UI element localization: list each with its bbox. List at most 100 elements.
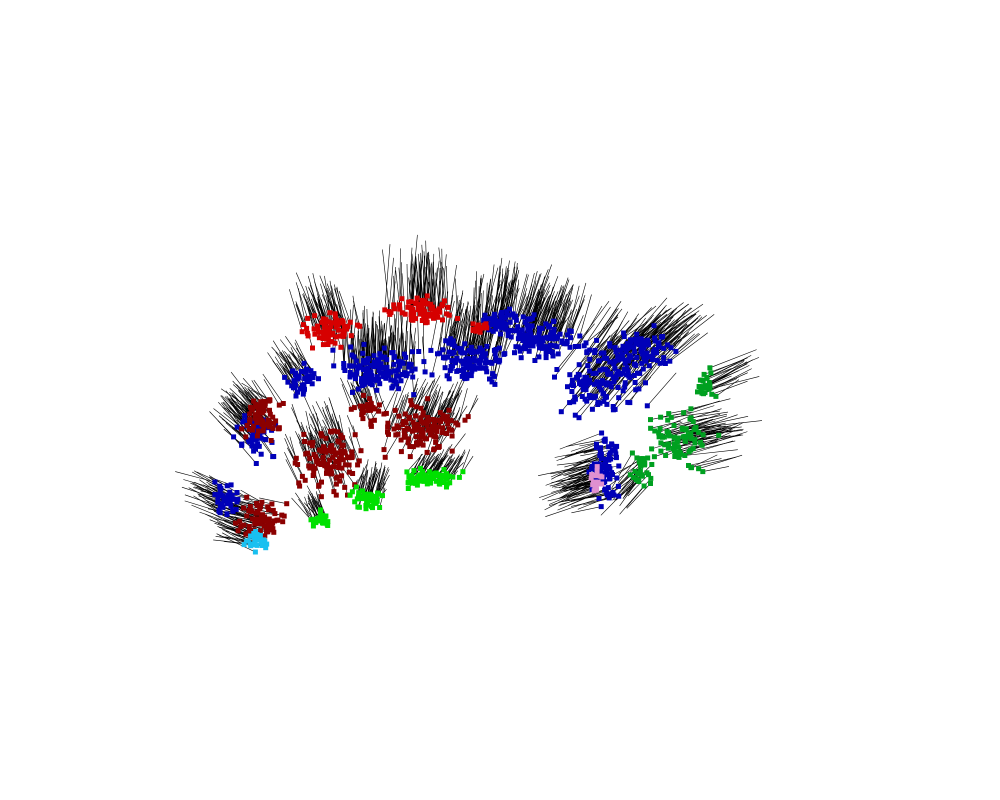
- point-dark-red: [342, 462, 348, 468]
- point-blue: [654, 350, 659, 356]
- point-red: [476, 323, 482, 329]
- point-blue: [373, 363, 379, 369]
- point-dark-red: [267, 422, 273, 428]
- point-blue: [585, 363, 591, 369]
- point-blue: [378, 361, 384, 367]
- point-bright-green: [364, 502, 370, 508]
- point-dark-red: [297, 483, 303, 489]
- point-blue: [632, 349, 638, 355]
- point-dark-red: [330, 454, 336, 460]
- point-blue: [378, 354, 384, 360]
- point-red: [442, 298, 447, 304]
- normal-line: [319, 275, 336, 314]
- point-blue: [388, 377, 394, 383]
- normal-line: [356, 464, 368, 488]
- point-blue: [257, 434, 263, 440]
- normal-line: [457, 388, 468, 425]
- point-blue: [595, 399, 601, 405]
- normal-line: [446, 265, 449, 308]
- normal-line: [346, 380, 362, 415]
- point-blue: [577, 333, 583, 339]
- point-blue: [611, 492, 617, 498]
- normal-line: [596, 308, 619, 341]
- point-dark-red: [246, 508, 252, 513]
- normal-line: [626, 478, 652, 508]
- point-blue: [460, 366, 466, 372]
- point-dark-green: [699, 442, 705, 448]
- point-blue: [459, 346, 465, 352]
- normal-line: [561, 295, 580, 342]
- normal-line: [232, 392, 250, 415]
- normal-line: [545, 294, 553, 324]
- point-blue: [534, 335, 540, 341]
- point-blue: [395, 358, 401, 364]
- normal-line: [571, 506, 602, 514]
- normal-line: [659, 414, 694, 429]
- point-dark-red: [251, 398, 257, 404]
- point-dark-red: [317, 447, 322, 453]
- point-blue: [505, 333, 511, 339]
- normal-line: [340, 468, 348, 496]
- point-dark-red: [393, 432, 399, 438]
- point-red: [423, 315, 429, 320]
- point-pink: [592, 483, 598, 489]
- point-dark-red: [319, 479, 324, 485]
- point-dark-red: [439, 430, 445, 436]
- normal-line: [312, 273, 324, 319]
- point-dark-red: [241, 505, 246, 511]
- point-blue: [510, 328, 516, 334]
- normal-line: [204, 502, 228, 515]
- point-blue: [421, 359, 427, 365]
- point-blue: [353, 358, 359, 364]
- point-blue: [234, 490, 240, 495]
- point-dark-red: [407, 444, 413, 449]
- point-blue: [613, 455, 619, 461]
- point-dark-red: [386, 431, 391, 437]
- point-dark-green: [662, 442, 668, 448]
- normal-line: [450, 292, 463, 339]
- normal-line: [531, 288, 544, 340]
- point-bright-green: [433, 470, 439, 476]
- normal-line: [352, 295, 358, 326]
- point-dark-red: [410, 419, 416, 425]
- point-dark-red: [247, 419, 253, 425]
- point-dark-red: [272, 511, 278, 517]
- point-dark-red: [415, 422, 420, 428]
- normal-line: [678, 440, 734, 458]
- normal-line: [690, 454, 718, 468]
- point-blue: [466, 348, 472, 353]
- point-blue: [359, 379, 364, 385]
- point-red: [332, 340, 338, 346]
- normal-line: [718, 422, 744, 436]
- point-red: [397, 302, 403, 308]
- normal-line: [422, 422, 432, 446]
- point-bright-green: [347, 492, 353, 498]
- point-dark-red: [275, 517, 281, 523]
- point-red: [408, 299, 414, 305]
- point-blue: [518, 355, 524, 361]
- point-red: [342, 325, 347, 331]
- normal-line: [693, 413, 727, 422]
- point-dark-green: [665, 445, 671, 451]
- point-pink: [588, 475, 594, 481]
- normal-line: [691, 456, 737, 468]
- point-red: [431, 315, 436, 321]
- point-blue: [355, 386, 361, 392]
- point-blue: [229, 492, 235, 498]
- normal-line: [420, 252, 423, 305]
- point-blue: [627, 400, 633, 406]
- point-blue: [517, 331, 523, 337]
- normal-line: [364, 469, 369, 496]
- point-red: [312, 331, 318, 337]
- point-dark-green: [692, 437, 698, 443]
- normal-line: [251, 380, 265, 402]
- point-blue: [391, 361, 397, 367]
- point-blue: [522, 340, 528, 346]
- point-cyan: [263, 545, 269, 551]
- point-dark-green: [695, 389, 700, 395]
- normal-line: [220, 402, 242, 430]
- point-blue: [571, 399, 577, 405]
- point-blue: [622, 360, 628, 366]
- point-blue: [469, 368, 475, 374]
